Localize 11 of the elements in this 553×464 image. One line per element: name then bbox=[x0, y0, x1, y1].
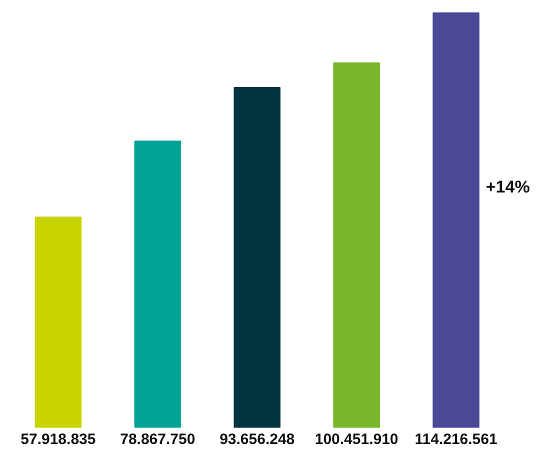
data-label: 57.918.835 bbox=[20, 431, 96, 448]
data-label: 114.216.561 bbox=[414, 431, 498, 448]
data-label: 100.451.910 bbox=[314, 431, 398, 448]
bar bbox=[134, 140, 182, 428]
bar bbox=[234, 87, 280, 428]
bar bbox=[34, 216, 82, 428]
data-label: 78.867.750 bbox=[120, 431, 196, 448]
annotation: +14% bbox=[486, 177, 530, 196]
bar bbox=[432, 12, 480, 428]
bar bbox=[333, 62, 380, 428]
data-label: 93.656.248 bbox=[220, 431, 295, 448]
